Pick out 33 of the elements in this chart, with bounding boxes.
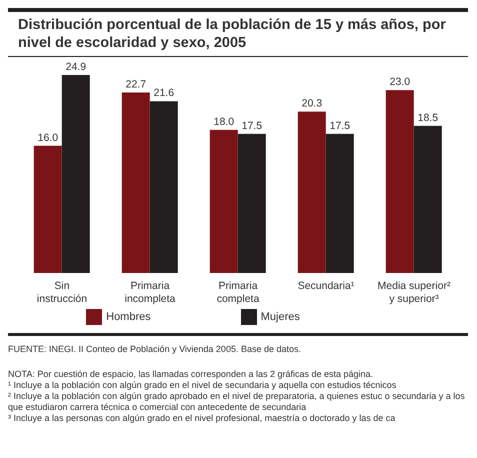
data-label: 24.9 bbox=[66, 61, 86, 73]
x-tick-label: Primaria completa bbox=[216, 280, 260, 305]
data-label: 22.7 bbox=[126, 78, 146, 90]
bar bbox=[298, 112, 326, 273]
data-label: 20.3 bbox=[302, 98, 322, 110]
data-label: 17.5 bbox=[242, 120, 262, 132]
text: ³ Incluye a las personas con algún grado en el nivel profesional, maestría o doctorado y las de ca bbox=[8, 413, 396, 424]
chart-title: Distribución porcentual de la población de 15 y más años, por nivel de escolaridad y sexo, 2005 bbox=[8, 8, 468, 57]
bar bbox=[122, 92, 150, 273]
bar bbox=[326, 134, 354, 273]
data-label: 16.0 bbox=[38, 132, 58, 144]
source-note: FUENTE: INEGI. II Conteo de Población y Vivienda 2005. Base de datos. bbox=[8, 344, 302, 355]
x-tick-label: Primaria incompleta bbox=[124, 280, 176, 305]
bar bbox=[386, 90, 414, 273]
legend-label: Mujeres bbox=[260, 310, 300, 323]
bar bbox=[210, 130, 238, 273]
data-label: 18.0 bbox=[214, 116, 234, 128]
data-label: 23.0 bbox=[390, 76, 410, 88]
text: NOTA: Por cuestión de espacio, las llamadas corresponden a las 2 gráficas de esta página. bbox=[8, 369, 374, 380]
data-label: 18.5 bbox=[418, 112, 438, 124]
legend-label: Hombres bbox=[106, 310, 151, 323]
bar bbox=[414, 126, 442, 273]
bar bbox=[238, 134, 266, 273]
bar bbox=[150, 101, 178, 273]
data-label: 17.5 bbox=[330, 120, 350, 132]
text: ¹ Incluye a la población con algún grado en el nivel de secundaria y aquella con estudios técnicos bbox=[8, 380, 398, 391]
x-tick-label: Secundaria¹ bbox=[298, 280, 355, 292]
data-label: 21.6 bbox=[154, 87, 174, 100]
bar bbox=[62, 75, 90, 273]
x-tick-label: Media superior² y superior³ bbox=[378, 280, 451, 305]
text: ² Incluye a la población con algún grado aprobado en el nivel de preparatoria, a quienes estuc o secundaria y a los que estudiaron carrera técnica o comercial con antecedente de secundaria bbox=[8, 391, 466, 413]
bar bbox=[34, 146, 62, 273]
x-tick-label: Sin instrucción bbox=[36, 280, 88, 305]
